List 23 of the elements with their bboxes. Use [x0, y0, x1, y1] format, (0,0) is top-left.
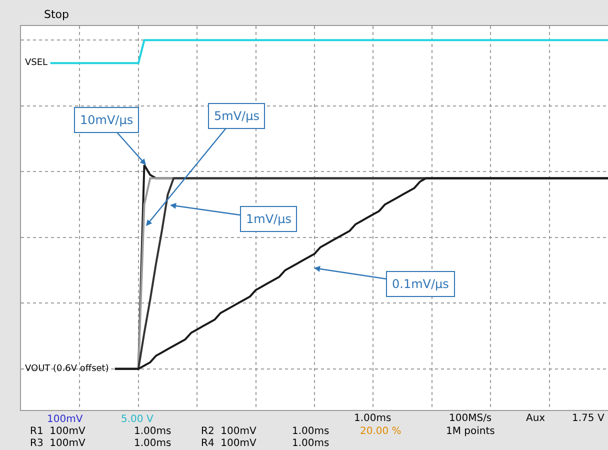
- annotation: VSEL: [25, 58, 48, 68]
- text: 5.00 V: [121, 414, 154, 425]
- text: 100MS/s: [449, 413, 492, 424]
- text: 1.00ms: [292, 426, 330, 437]
- text: Aux: [526, 413, 546, 424]
- text: 20.00 %: [360, 426, 402, 437]
- annotation: VOUT (0.6V offset): [25, 364, 109, 374]
- text: 1.00ms: [134, 426, 172, 437]
- text: 100mV: [47, 414, 83, 425]
- text: R4 100mV: [201, 438, 256, 449]
- text: Stop: [44, 8, 70, 21]
- text: 1.00ms: [292, 438, 330, 449]
- annotation: 10mV/µs: [80, 113, 134, 127]
- annotation: 0.1mV/µs: [392, 277, 449, 291]
- text: R3 100mV: [30, 438, 86, 449]
- annotation: 5mV/µs: [214, 109, 260, 123]
- text: 1.75 V: [572, 413, 604, 424]
- text: 1.00ms: [134, 438, 172, 449]
- text: R1 100mV: [30, 426, 86, 437]
- text: 1M points: [446, 426, 495, 437]
- annotation: 1mV/µs: [246, 212, 292, 226]
- text: R2 100mV: [201, 426, 256, 437]
- text: 1.00ms: [354, 413, 392, 424]
